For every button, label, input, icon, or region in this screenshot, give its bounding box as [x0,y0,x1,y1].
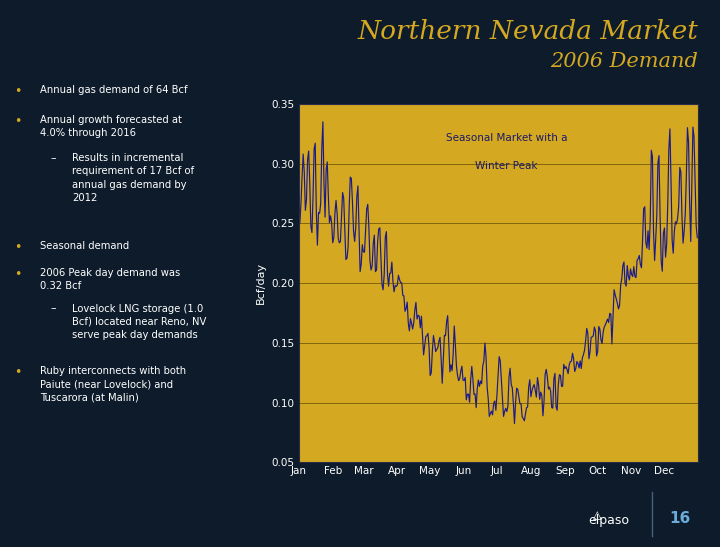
Text: 16: 16 [670,511,691,526]
Text: –: – [50,304,56,313]
Text: Results in incremental
requirement of 17 Bcf of
annual gas demand by
2012: Results in incremental requirement of 17… [72,153,194,203]
Text: Annual gas demand of 64 Bcf: Annual gas demand of 64 Bcf [40,85,187,95]
Text: Lovelock LNG storage (1.0
Bcf) located near Reno, NV
serve peak day demands: Lovelock LNG storage (1.0 Bcf) located n… [72,304,207,340]
Text: elpaso: elpaso [588,514,629,527]
Text: Seasonal demand: Seasonal demand [40,241,129,251]
Text: •: • [14,366,22,380]
Text: Ruby interconnects with both
Paiute (near Lovelock) and
Tuscarora (at Malin): Ruby interconnects with both Paiute (nea… [40,366,186,403]
Text: Winter Peak: Winter Peak [475,161,538,171]
Text: •: • [14,115,22,128]
Text: Annual growth forecasted at
4.0% through 2016: Annual growth forecasted at 4.0% through… [40,115,181,138]
Text: 2006 Demand: 2006 Demand [551,52,698,71]
Text: Northern Nevada Market: Northern Nevada Market [358,19,698,44]
Text: •: • [14,268,22,281]
Text: •: • [14,85,22,98]
Text: 2006 Peak day demand was
0.32 Bcf: 2006 Peak day demand was 0.32 Bcf [40,268,180,291]
Text: Seasonal Market with a: Seasonal Market with a [446,132,567,143]
Text: •: • [14,241,22,254]
Text: △: △ [593,510,602,520]
Text: –: – [50,153,56,163]
Y-axis label: Bcf/day: Bcf/day [256,262,266,304]
